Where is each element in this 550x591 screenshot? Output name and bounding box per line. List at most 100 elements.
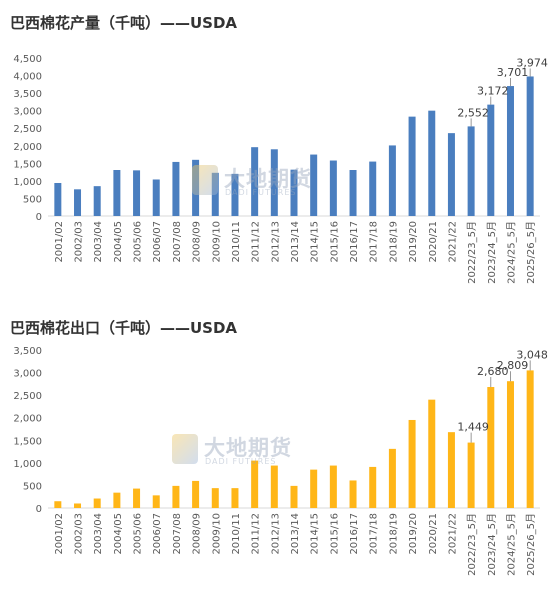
export-xtick-label: 2010/11 bbox=[231, 513, 242, 555]
export-xtick-label: 2011/12 bbox=[251, 513, 262, 555]
production-ytick-label: 2,000 bbox=[13, 142, 42, 153]
production-bar bbox=[251, 147, 259, 216]
export-xtick-label: 2013/14 bbox=[290, 513, 301, 555]
export-xtick-label: 2004/05 bbox=[113, 513, 124, 555]
export-xtick-label: 2016/17 bbox=[349, 513, 360, 555]
export-bar bbox=[506, 381, 514, 508]
production-xtick-label: 2004/05 bbox=[113, 221, 124, 263]
export-bar bbox=[93, 498, 101, 508]
export-bar bbox=[231, 488, 239, 508]
export-xtick-label: 2025/26_5月 bbox=[525, 513, 537, 576]
production-bar bbox=[231, 173, 239, 216]
export-bar bbox=[369, 466, 377, 508]
export-xtick-label: 2020/21 bbox=[428, 513, 439, 555]
export-xtick-label: 2019/20 bbox=[408, 513, 419, 555]
export-xtick-label: 2006/07 bbox=[152, 513, 163, 555]
export-bar bbox=[428, 399, 436, 508]
production-ytick-label: 1,000 bbox=[13, 177, 42, 188]
export-xtick-label: 2021/22 bbox=[447, 513, 458, 555]
production-ytick-label: 1,500 bbox=[13, 159, 42, 170]
production-xtick-label: 2013/14 bbox=[290, 221, 301, 263]
production-bar bbox=[388, 145, 396, 216]
production-bar bbox=[428, 110, 436, 216]
export-ytick-label: 2,500 bbox=[13, 391, 42, 402]
production-xtick-label: 2015/16 bbox=[329, 221, 340, 263]
production-bar bbox=[447, 133, 455, 216]
export-ytick-label: 1,500 bbox=[13, 436, 42, 447]
export-data-label: 2,680 bbox=[477, 365, 509, 378]
export-bar bbox=[54, 501, 62, 508]
production-xtick-label: 2012/13 bbox=[270, 221, 281, 263]
export-xtick-label: 2018/19 bbox=[388, 513, 399, 555]
production-data-label: 2,552 bbox=[457, 106, 489, 119]
export-xtick-label: 2005/06 bbox=[133, 513, 144, 555]
export-ytick-label: 2,000 bbox=[13, 414, 42, 425]
export-bar bbox=[172, 485, 180, 508]
production-ytick-label: 4,000 bbox=[13, 72, 42, 83]
production-xtick-label: 2025/26_5月 bbox=[525, 221, 537, 284]
export-bar bbox=[211, 488, 219, 508]
export-xtick-label: 2008/09 bbox=[192, 513, 203, 555]
production-bar bbox=[487, 104, 495, 216]
production-bar bbox=[310, 154, 318, 216]
export-xtick-label: 2007/08 bbox=[172, 513, 183, 555]
production-xtick-label: 2016/17 bbox=[349, 221, 360, 263]
production-xtick-label: 2006/07 bbox=[152, 221, 163, 263]
export-bar bbox=[408, 419, 416, 508]
production-ytick-label: 4,500 bbox=[13, 54, 42, 65]
export-data-label: 2,809 bbox=[497, 359, 529, 372]
export-bar bbox=[329, 465, 337, 508]
export-data-label: 3,048 bbox=[516, 348, 548, 361]
export-ytick-label: 500 bbox=[23, 481, 42, 492]
export-xtick-label: 2002/03 bbox=[74, 513, 85, 555]
production-bar bbox=[93, 186, 101, 216]
export-xtick-label: 2017/18 bbox=[369, 513, 380, 555]
export-bar bbox=[133, 488, 141, 508]
production-xtick-label: 2021/22 bbox=[447, 221, 458, 263]
export-bar bbox=[192, 480, 200, 508]
production-ytick-label: 500 bbox=[23, 194, 42, 205]
export-xtick-label: 2009/10 bbox=[211, 513, 222, 555]
export-chart-title: 巴西棉花出口（千吨）——USDA bbox=[10, 319, 238, 337]
export-bar bbox=[270, 465, 278, 508]
production-bar bbox=[526, 76, 534, 216]
production-bar bbox=[329, 160, 337, 216]
production-data-label: 3,172 bbox=[477, 85, 509, 98]
export-bar bbox=[113, 492, 121, 508]
production-ytick-label: 0 bbox=[36, 212, 42, 223]
production-xtick-label: 2020/21 bbox=[428, 221, 439, 263]
export-bar bbox=[388, 448, 396, 508]
export-bar-chart: 0 500 1,000 1,500 2,000 2,500 3,000 3,500 2001/0… bbox=[13, 346, 548, 576]
export-bar bbox=[349, 480, 357, 508]
export-bar bbox=[447, 432, 455, 508]
production-xtick-label: 2005/06 bbox=[133, 221, 144, 263]
production-bar bbox=[369, 161, 377, 216]
production-bar bbox=[211, 172, 219, 216]
production-xtick-label: 2011/12 bbox=[251, 221, 262, 263]
production-data-label: 3,974 bbox=[516, 56, 548, 69]
production-bar bbox=[133, 170, 141, 216]
export-bar bbox=[74, 503, 82, 508]
production-bar bbox=[192, 159, 200, 216]
export-bar bbox=[487, 387, 495, 508]
production-bar bbox=[113, 170, 121, 216]
production-xtick-label: 2022/23_5月 bbox=[466, 221, 478, 284]
production-bar bbox=[467, 126, 475, 216]
export-bar bbox=[467, 442, 475, 508]
production-data-label: 3,701 bbox=[497, 66, 529, 79]
export-xtick-label: 2003/04 bbox=[93, 513, 104, 555]
production-xtick-label: 2003/04 bbox=[93, 221, 104, 263]
production-xtick-label: 2008/09 bbox=[192, 221, 203, 263]
production-bar bbox=[152, 179, 160, 216]
production-ytick-label: 3,500 bbox=[13, 89, 42, 100]
production-ytick-label: 3,000 bbox=[13, 107, 42, 118]
export-bar bbox=[251, 460, 259, 508]
export-xtick-label: 2012/13 bbox=[270, 513, 281, 555]
export-ytick-label: 0 bbox=[36, 504, 42, 515]
export-xtick-label: 2024/25_5月 bbox=[505, 513, 517, 576]
production-ytick-label: 2,500 bbox=[13, 124, 42, 135]
production-xtick-label: 2002/03 bbox=[74, 221, 85, 263]
export-xtick-label: 2014/15 bbox=[310, 513, 321, 555]
production-bar bbox=[290, 169, 298, 216]
export-bar bbox=[290, 485, 298, 508]
